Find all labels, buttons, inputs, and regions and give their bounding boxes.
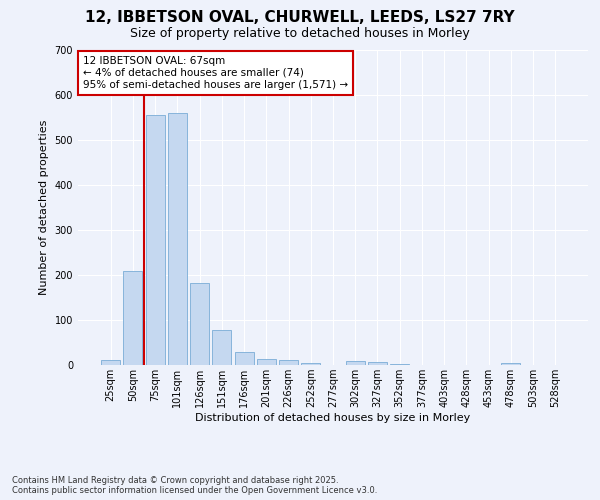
- Text: Contains HM Land Registry data © Crown copyright and database right 2025.
Contai: Contains HM Land Registry data © Crown c…: [12, 476, 377, 495]
- Bar: [168, 113, 187, 365]
- Bar: [146, 115, 164, 365]
- Bar: [190, 283, 209, 365]
- Bar: [301, 363, 320, 365]
- Bar: [257, 359, 276, 365]
- Bar: [279, 360, 298, 365]
- Text: 12, IBBETSON OVAL, CHURWELL, LEEDS, LS27 7RY: 12, IBBETSON OVAL, CHURWELL, LEEDS, LS27…: [85, 10, 515, 25]
- Y-axis label: Number of detached properties: Number of detached properties: [39, 120, 49, 295]
- X-axis label: Distribution of detached houses by size in Morley: Distribution of detached houses by size …: [196, 413, 470, 423]
- Bar: [346, 360, 365, 365]
- Bar: [124, 270, 142, 365]
- Bar: [212, 330, 231, 365]
- Text: Size of property relative to detached houses in Morley: Size of property relative to detached ho…: [130, 28, 470, 40]
- Bar: [101, 360, 120, 365]
- Bar: [390, 364, 409, 365]
- Bar: [368, 362, 387, 365]
- Bar: [235, 352, 254, 365]
- Bar: [502, 363, 520, 365]
- Text: 12 IBBETSON OVAL: 67sqm
← 4% of detached houses are smaller (74)
95% of semi-det: 12 IBBETSON OVAL: 67sqm ← 4% of detached…: [83, 56, 348, 90]
